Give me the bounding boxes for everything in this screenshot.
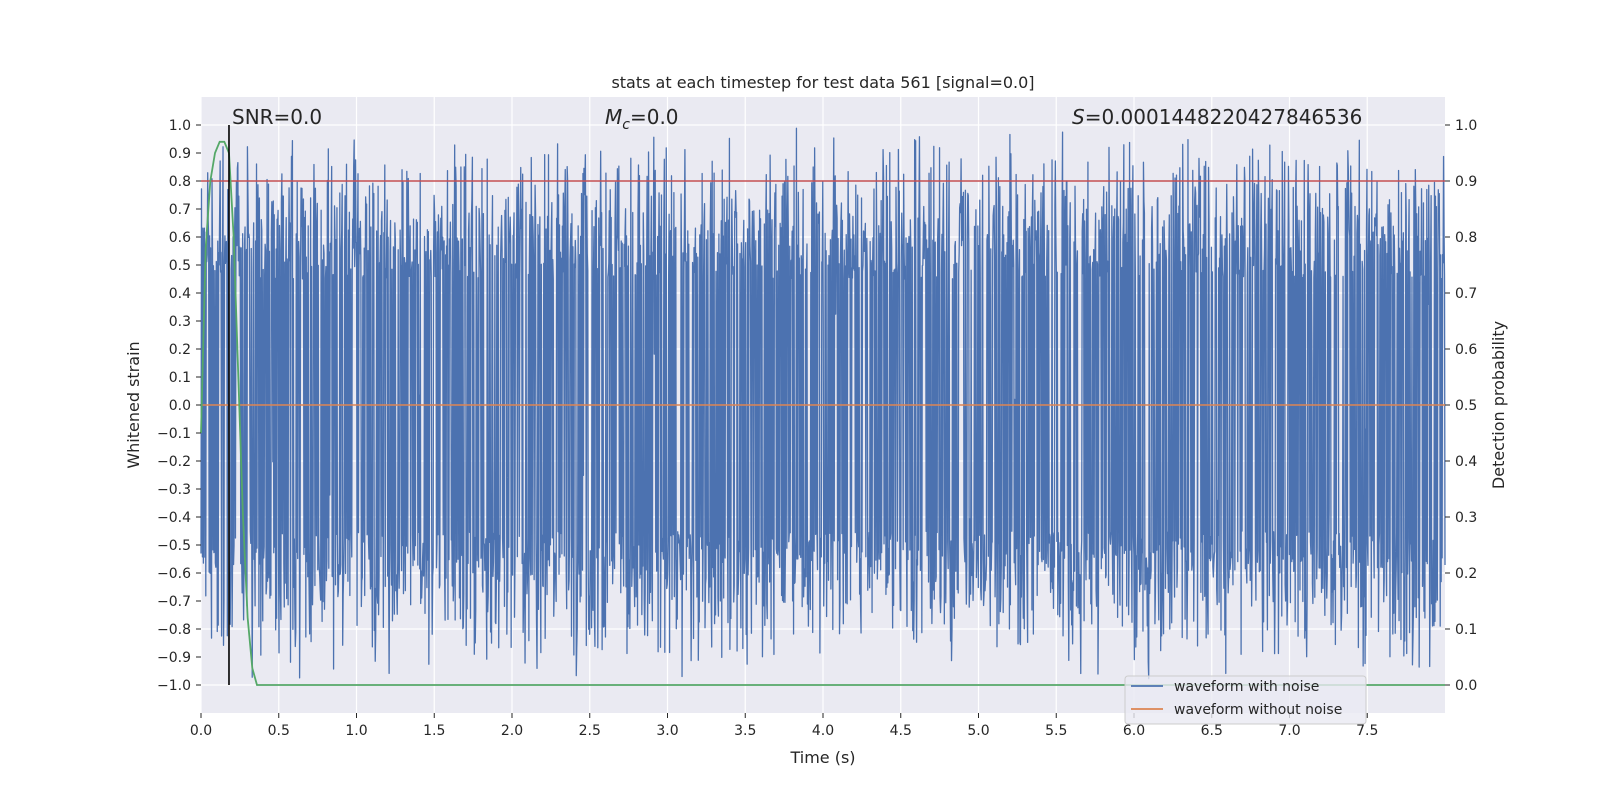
chart-title: stats at each timestep for test data 561… [611,73,1034,92]
x-tick-label: 0.5 [268,723,290,739]
y-right-tick-label: 0.3 [1455,510,1477,526]
legend: waveform with noise waveform without noi… [1124,675,1367,725]
y-tick-label: −0.8 [157,622,191,638]
y-axis-label: Whitened strain [124,341,143,468]
y-tick-label: 0.3 [169,314,191,330]
y-tick-label: 0.2 [169,342,191,358]
x-tick-label: 3.5 [734,723,756,739]
y-tick-label: 0.5 [169,258,191,274]
x-tick-label: 3.0 [656,723,678,739]
y-tick-label: −0.3 [157,482,191,498]
y-right-tick-label: 0.5 [1455,398,1477,414]
y-right-tick-label: 0.2 [1455,566,1477,582]
y-tick-label: 0.8 [169,174,191,190]
x-tick-label: 4.0 [812,723,834,739]
x-axis-label: Time (s) [789,748,855,767]
x-tick-label: 0.0 [190,723,212,739]
y-tick-label: −0.6 [157,566,191,582]
legend-label-with-noise: waveform with noise [1174,679,1319,695]
y-tick-label: 0.4 [169,286,191,302]
x-tick-label: 4.5 [890,723,912,739]
y-right-tick-label: 0.6 [1455,342,1477,358]
ticks: 0.0 0.5 1.0 1.5 2.0 2.5 3.0 3.5 4.0 4.5 5.0 5.5 6.0 6… [157,118,1477,739]
y-tick-label: 1.0 [169,118,191,134]
y-tick-label: −1.0 [157,678,191,694]
y-right-tick-label: 1.0 [1455,118,1477,134]
x-tick-label: 1.0 [345,723,367,739]
y-tick-label: −0.4 [157,510,191,526]
legend-label-without-noise: waveform without noise [1174,702,1342,718]
x-tick-label: 7.5 [1356,723,1378,739]
x-tick-label: 2.5 [579,723,601,739]
x-tick-label: 6.5 [1201,723,1223,739]
y-right-tick-label: 0.7 [1455,286,1477,302]
snr-annotation: SNR=0.0 [232,105,322,129]
x-tick-label: 5.5 [1045,723,1067,739]
y-tick-label: 0.1 [169,370,191,386]
y-tick-label: 0.6 [169,230,191,246]
y-tick-label: 0.9 [169,146,191,162]
y-right-tick-label: 0.0 [1455,678,1477,694]
x-tick-label: 5.0 [967,723,989,739]
y-right-tick-label: 0.4 [1455,454,1477,470]
y-right-tick-label: 0.9 [1455,174,1477,190]
y-tick-label: −0.5 [157,538,191,554]
chirp-mass-annotation: Mc=0.0 [605,105,679,133]
y-right-tick-label: 0.8 [1455,230,1477,246]
x-tick-label: 1.5 [423,723,445,739]
overlays [200,125,1445,686]
waveform-with-noise-series [200,127,1446,680]
x-tick-label: 6.0 [1123,723,1145,739]
waveform-with-noise-line [200,127,1446,680]
y-tick-label: −0.7 [157,594,191,610]
y-tick-label: 0.0 [169,398,191,414]
detection-probability-line [200,140,1445,686]
x-tick-label: 7.0 [1278,723,1300,739]
y-tick-label: 0.7 [169,202,191,218]
y-tick-label: −0.9 [157,650,191,666]
x-tick-label: 2.0 [501,723,523,739]
y-tick-label: −0.2 [157,454,191,470]
y-axis-right-label: Detection probability [1489,321,1508,489]
legend-box [1124,675,1367,725]
y-tick-label: −0.1 [157,426,191,442]
y-right-tick-label: 0.1 [1455,622,1477,638]
s-annotation: S=0.0001448220427846536 [1072,105,1362,129]
